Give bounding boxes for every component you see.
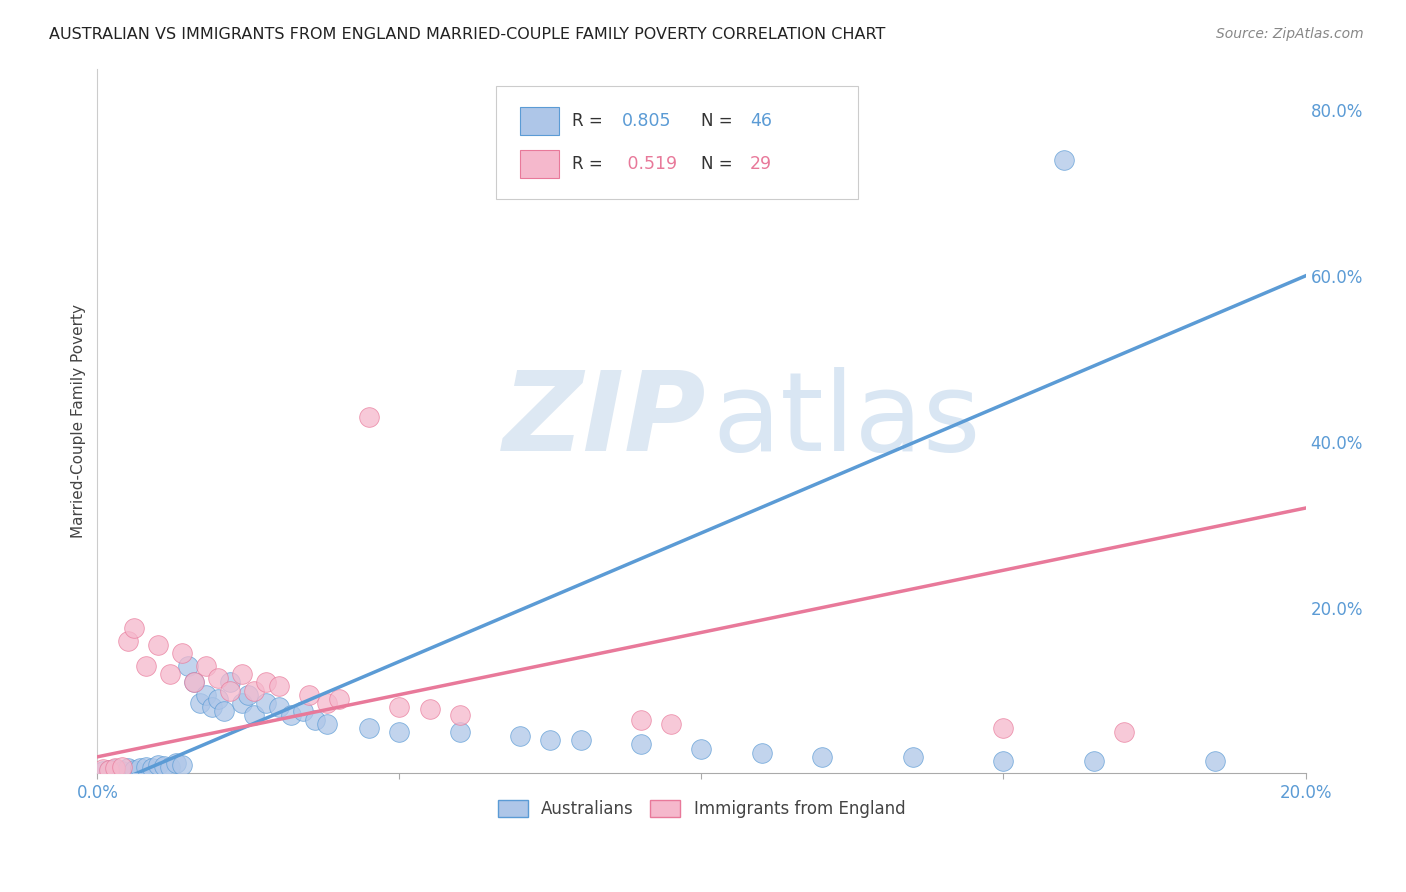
Point [901,749,924,764]
Point [135,760,157,774]
Point [146,758,169,772]
Point [207,671,229,685]
Text: N =: N = [702,112,738,130]
Point [1204,754,1226,768]
Point [1053,153,1076,167]
Point [159,667,181,681]
Point [170,758,193,772]
Point [1114,725,1136,739]
Point [690,741,713,756]
Text: 46: 46 [749,112,772,130]
Point [195,688,218,702]
Point [183,675,205,690]
Text: 0.805: 0.805 [621,112,671,130]
Point [993,721,1015,735]
Point [146,638,169,652]
Legend: Australians, Immigrants from England: Australians, Immigrants from England [491,794,912,825]
Point [267,679,290,693]
Point [630,713,652,727]
Point [256,696,278,710]
Point [207,691,229,706]
Point [183,675,205,690]
Point [201,700,224,714]
Text: N =: N = [702,154,738,173]
Point [316,716,339,731]
Text: R =: R = [572,112,609,130]
Point [104,761,127,775]
Point [238,688,260,702]
Point [243,683,266,698]
Point [388,725,411,739]
FancyBboxPatch shape [496,87,859,199]
Text: 0.519: 0.519 [621,154,676,173]
Point [256,675,278,690]
Point [359,721,381,735]
Point [449,708,471,723]
Bar [520,107,558,136]
Point [751,746,773,760]
Text: Source: ZipAtlas.com: Source: ZipAtlas.com [1216,27,1364,41]
Text: atlas: atlas [713,368,980,475]
Point [316,696,339,710]
Point [110,760,132,774]
Point [328,691,350,706]
Point [298,688,321,702]
Bar [520,150,558,178]
Point [212,704,235,718]
Point [243,708,266,723]
Point [110,764,132,778]
Point [419,702,441,716]
Point [219,683,242,698]
Point [177,658,200,673]
Point [170,646,193,660]
Point [231,696,253,710]
Point [811,749,834,764]
Point [219,675,242,690]
Point [165,756,187,771]
Point [159,760,181,774]
Point [98,763,121,777]
Point [117,633,139,648]
Point [135,658,157,673]
Point [93,764,115,778]
Point [304,713,326,727]
Point [1083,754,1105,768]
Point [122,763,145,777]
Point [153,759,176,773]
Point [509,729,531,743]
Point [188,696,211,710]
Point [104,762,127,776]
Point [388,700,411,714]
Point [231,667,253,681]
Point [117,761,139,775]
Text: ZIP: ZIP [503,368,707,475]
Point [122,621,145,635]
Point [93,762,115,776]
Point [538,733,561,747]
Text: AUSTRALIAN VS IMMIGRANTS FROM ENGLAND MARRIED-COUPLE FAMILY POVERTY CORRELATION : AUSTRALIAN VS IMMIGRANTS FROM ENGLAND MA… [49,27,886,42]
Point [291,704,314,718]
Point [128,761,150,775]
Point [993,754,1015,768]
Point [569,733,592,747]
Point [659,716,682,731]
Point [359,409,381,424]
Text: R =: R = [572,154,609,173]
Text: 29: 29 [749,154,772,173]
Point [195,658,218,673]
Point [449,725,471,739]
Point [141,761,163,775]
Y-axis label: Married-Couple Family Poverty: Married-Couple Family Poverty [72,304,86,538]
Point [267,700,290,714]
Point [280,708,302,723]
Point [630,738,652,752]
Point [98,763,121,777]
